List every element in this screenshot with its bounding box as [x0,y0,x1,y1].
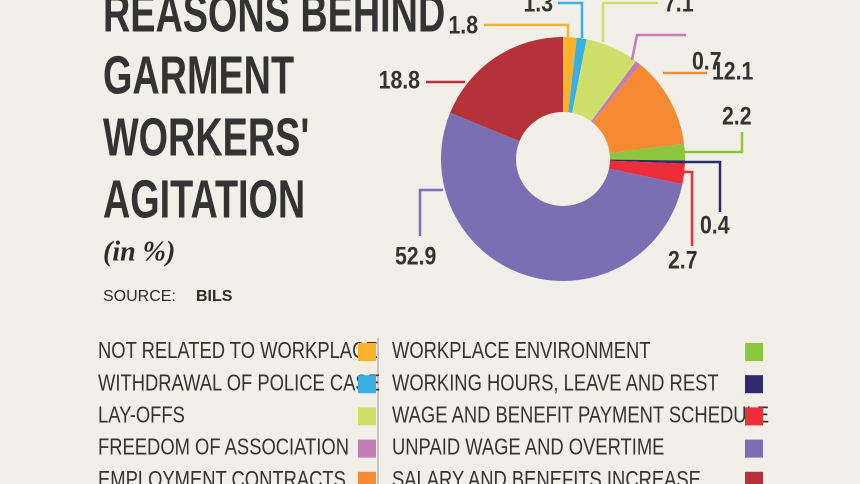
leader-line [484,23,570,37]
leader-line [684,132,744,154]
legend-label: WORKING HOURS, LEAVE AND REST [392,370,719,395]
leader-line [630,33,686,61]
legend-swatch [358,471,376,484]
donut-slice [592,64,685,154]
value-label: 7.1 [664,0,694,17]
value-label: 2.2 [722,102,752,130]
legend-swatch [745,407,763,426]
legend-swatch [745,439,763,458]
donut-slice [441,112,683,282]
legend-swatch [745,471,763,484]
value-label: 0.7 [692,47,722,75]
legend-label: WAGE AND BENEFIT PAYMENT SCHEDULE [392,403,769,428]
donut-slice [563,37,577,113]
value-label: 12.1 [712,57,753,85]
legend-label: FREEDOM OF ASSOCIATION [98,435,349,460]
source-label: SOURCE: [103,288,176,305]
leader-line [418,188,443,236]
legend-label: EMPLOYMENT CONTRACTS [98,467,346,484]
donut-slice [609,143,685,161]
donut-slice [591,61,641,123]
donut-slice [608,160,685,185]
legend-swatch [358,439,376,458]
value-label: 18.8 [379,66,420,94]
value-label: 52.9 [395,242,436,270]
source: BILS [196,288,233,305]
leader-line [685,160,722,212]
subtitle: (in %) [103,236,175,267]
legend-label: SALARY AND BENEFITS INCREASE [392,467,701,484]
value-label: 2.7 [668,246,698,274]
legend-swatch [745,375,763,394]
legend-label: WORKPLACE ENVIRONMENT [392,338,651,363]
donut-slice [450,37,563,142]
leader-line [684,170,694,246]
legend-label: WITHDRAWAL OF POLICE CASE [98,370,380,395]
title-line: AGITATION [103,169,305,229]
donut-slice [568,37,587,113]
value-label: 1.3 [523,0,553,17]
legend-label: UNPAID WAGE AND OVERTIME [392,435,664,460]
legend-swatch [745,343,763,361]
leader-line [558,1,584,38]
legend-label: LAY-OFFS [98,403,185,428]
value-label: 0.4 [700,211,730,239]
legend-label: NOT RELATED TO WORKPLACE [98,338,378,363]
leader-line [601,1,658,42]
title-line: GARMENT [103,45,294,105]
value-label: 1.8 [448,11,478,39]
donut-slice [609,159,685,164]
legend-swatch [358,407,376,426]
title-line: REASONS BEHIND [103,0,445,43]
legend-swatch [358,343,376,361]
title-line: WORKERS' [103,107,309,167]
donut-slice [572,39,636,122]
legend-swatch [358,375,376,394]
